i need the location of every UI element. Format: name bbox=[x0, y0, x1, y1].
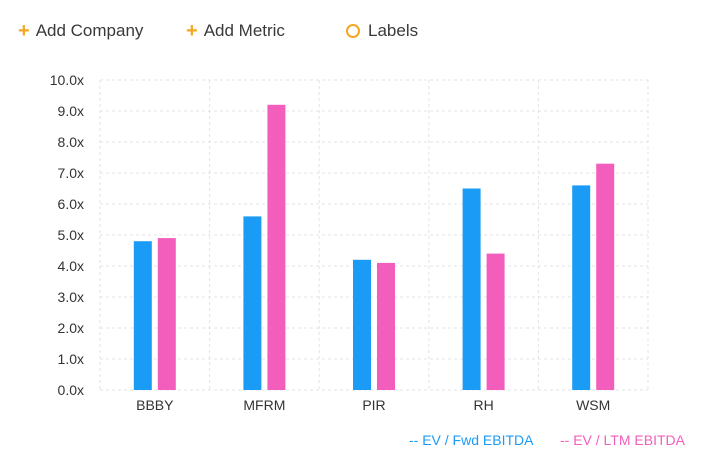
circle-icon bbox=[346, 24, 360, 38]
y-tick-label: 5.0x bbox=[58, 227, 84, 243]
x-tick-label: MFRM bbox=[243, 397, 285, 413]
labels-toggle-label: Labels bbox=[368, 21, 419, 40]
bar-ev-ltm-ebitda-rh bbox=[486, 253, 505, 390]
bar-ev-fwd-ebitda-wsm bbox=[572, 185, 591, 390]
y-tick-label: 0.0x bbox=[58, 382, 84, 398]
x-tick-label: WSM bbox=[576, 397, 610, 413]
plus-icon: + bbox=[186, 20, 198, 42]
y-tick-label: 10.0x bbox=[50, 72, 84, 88]
x-tick-label: RH bbox=[473, 397, 493, 413]
bar-ev-ltm-ebitda-bbby bbox=[157, 238, 176, 390]
bar-ev-ltm-ebitda-wsm bbox=[596, 163, 615, 390]
add-company-button[interactable]: + Add Company bbox=[18, 20, 143, 42]
y-tick-label: 7.0x bbox=[58, 165, 84, 181]
bar-ev-ltm-ebitda-pir bbox=[377, 262, 395, 390]
y-tick-label: 2.0x bbox=[58, 320, 84, 336]
add-metric-label: Add Metric bbox=[203, 21, 285, 40]
grid-lines bbox=[99, 79, 649, 391]
labels-toggle[interactable]: Labels bbox=[346, 20, 418, 42]
y-tick-label: 3.0x bbox=[58, 289, 84, 305]
plus-icon: + bbox=[18, 20, 30, 42]
y-tick-label: 4.0x bbox=[58, 258, 84, 274]
bar-ev-fwd-ebitda-rh bbox=[462, 188, 481, 390]
legend-label-ev-fwd-ebitda: -- EV / Fwd EBITDA bbox=[409, 432, 534, 448]
add-metric-button[interactable]: + Add Metric bbox=[186, 20, 285, 42]
x-tick-label: PIR bbox=[362, 397, 385, 413]
y-tick-label: 8.0x bbox=[58, 134, 84, 150]
y-axis-tick-labels: 0.0x 1.0x 2.0x 3.0x 4.0x 5.0x 6.0x 7.0x 8.0x 9.0x… bbox=[50, 72, 84, 398]
y-tick-label: 9.0x bbox=[58, 103, 84, 119]
legend-item-ev-fwd-ebitda[interactable]: -- EV / Fwd EBITDA bbox=[409, 432, 533, 448]
bar-ev-fwd-ebitda-pir bbox=[353, 259, 371, 390]
legend-label-ev-ltm-ebitda: -- EV / LTM EBITDA bbox=[560, 432, 685, 448]
bar-ev-fwd-ebitda-bbby bbox=[133, 241, 152, 390]
y-tick-label: 6.0x bbox=[58, 196, 84, 212]
bar-ev-fwd-ebitda-mfrm bbox=[243, 216, 262, 390]
x-axis-tick-labels: BBBY MFRM PIR RH WSM bbox=[136, 397, 610, 413]
y-tick-label: 1.0x bbox=[58, 351, 84, 367]
add-company-label: Add Company bbox=[35, 21, 144, 40]
chart-toolbar: + Add Company + Add Metric Labels bbox=[0, 0, 720, 60]
bar-ev-ltm-ebitda-mfrm bbox=[267, 104, 286, 391]
bars bbox=[133, 104, 615, 391]
legend-item-ev-ltm-ebitda[interactable]: -- EV / LTM EBITDA bbox=[560, 432, 685, 448]
x-tick-label: BBBY bbox=[136, 397, 174, 413]
